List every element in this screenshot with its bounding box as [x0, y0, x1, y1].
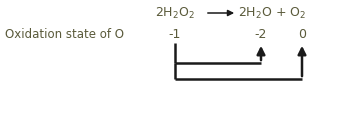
Text: 2H$_2$O$_2$: 2H$_2$O$_2$	[155, 6, 195, 21]
Text: 2H$_2$O + O$_2$: 2H$_2$O + O$_2$	[238, 6, 306, 21]
Text: 0: 0	[298, 28, 306, 40]
Text: Oxidation state of O: Oxidation state of O	[5, 28, 124, 40]
Text: -1: -1	[169, 28, 181, 40]
Text: -2: -2	[255, 28, 267, 40]
